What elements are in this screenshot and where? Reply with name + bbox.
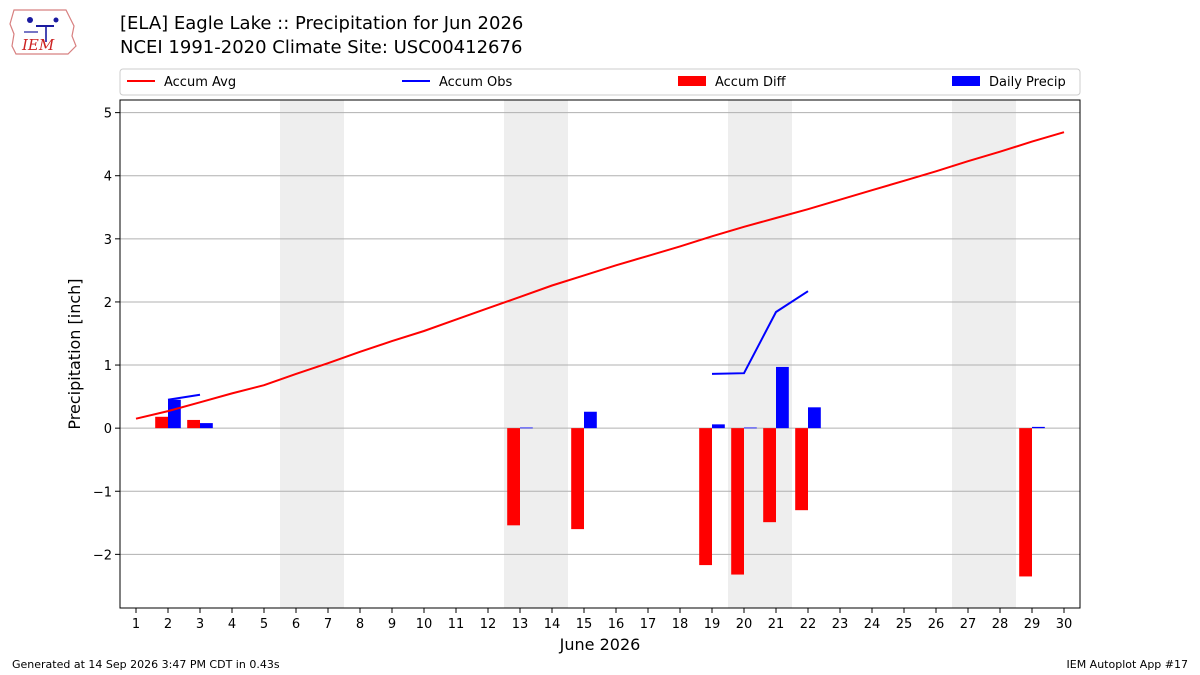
legend-box (119, 68, 1081, 96)
accum-avg-line (135, 131, 1065, 420)
accum-diff-bar (1019, 428, 1032, 577)
x-tick-label: 24 (864, 617, 881, 632)
svg-text:IEM: IEM (21, 36, 55, 54)
x-tick-label: 5 (260, 617, 268, 632)
x-tick-label: 25 (896, 617, 913, 632)
y-tick-label: 1 (104, 359, 112, 374)
x-tick-label: 28 (992, 617, 1009, 632)
x-tick-label: 8 (356, 617, 364, 632)
accum-diff-bar (795, 428, 808, 511)
legend-label: Accum Obs (439, 75, 512, 90)
accum-diff-bar (731, 428, 744, 575)
daily-precip-bar (584, 411, 597, 429)
x-tick-label: 29 (1024, 617, 1041, 632)
x-tick-label: 23 (832, 617, 849, 632)
x-tick-label: 1 (132, 617, 140, 632)
x-tick-label: 4 (228, 617, 236, 632)
x-tick-label: 27 (960, 617, 977, 632)
accum-diff-bar (155, 416, 168, 429)
legend-swatch (952, 76, 980, 86)
chart-subtitle: NCEI 1991-2020 Climate Site: USC00412676 (120, 37, 523, 58)
y-tick-label: 5 (104, 107, 112, 122)
weekend-shade (280, 100, 344, 608)
accum-diff-bar (187, 419, 200, 429)
y-axis-label: Precipitation [inch] (65, 278, 84, 429)
plot-frame (119, 99, 1081, 609)
x-tick-label: 26 (928, 617, 945, 632)
legend-label: Accum Avg (164, 75, 236, 90)
x-tick-label: 30 (1056, 617, 1073, 632)
x-tick-label: 14 (544, 617, 561, 632)
y-tick-label: 4 (104, 170, 112, 185)
chart-title: [ELA] Eagle Lake :: Precipitation for Ju… (120, 13, 524, 34)
x-tick-label: 10 (416, 617, 433, 632)
y-tick-label: 2 (104, 296, 112, 311)
daily-precip-bar (168, 399, 181, 429)
x-tick-label: 20 (736, 617, 753, 632)
y-tick-label: −1 (93, 485, 112, 500)
x-tick-label: 16 (608, 617, 625, 632)
accum-obs-line (167, 393, 201, 401)
y-tick-label: 3 (104, 233, 112, 248)
x-tick-label: 6 (292, 617, 300, 632)
y-tick-label: 0 (104, 422, 112, 437)
x-tick-label: 21 (768, 617, 785, 632)
generated-timestamp: Generated at 14 Sep 2026 3:47 PM CDT in … (12, 658, 280, 671)
legend-label: Accum Diff (715, 75, 787, 90)
daily-precip-bar (776, 366, 789, 429)
daily-precip-bar (520, 427, 533, 429)
iem-logo-icon: IEM (8, 6, 80, 62)
daily-precip-bar (712, 424, 725, 429)
accum-obs-line (711, 290, 809, 375)
daily-precip-bar (744, 427, 757, 429)
x-tick-label: 18 (672, 617, 689, 632)
daily-precip-bar (1032, 426, 1045, 429)
x-tick-label: 15 (576, 617, 593, 632)
x-tick-label: 17 (640, 617, 657, 632)
x-tick-label: 12 (480, 617, 497, 632)
x-tick-label: 13 (512, 617, 529, 632)
x-tick-label: 19 (704, 617, 721, 632)
x-tick-label: 2 (164, 617, 172, 632)
y-tick-label: −2 (93, 548, 112, 563)
weekend-shade (952, 100, 1016, 608)
daily-precip-bar (200, 423, 213, 429)
daily-precip-bar (808, 407, 821, 429)
accum-diff-bar (571, 428, 584, 530)
x-axis-label: June 2026 (559, 635, 641, 654)
x-tick-label: 11 (448, 617, 465, 632)
x-tick-label: 7 (324, 617, 332, 632)
x-tick-label: 9 (388, 617, 396, 632)
app-label: IEM Autoplot App #17 (1066, 658, 1189, 671)
legend-label: Daily Precip (989, 75, 1066, 90)
x-tick-label: 22 (800, 617, 817, 632)
accum-diff-bar (507, 428, 520, 526)
accum-diff-bar (699, 428, 712, 566)
legend-swatch (678, 76, 706, 86)
x-tick-label: 3 (196, 617, 204, 632)
accum-diff-bar (763, 428, 776, 523)
